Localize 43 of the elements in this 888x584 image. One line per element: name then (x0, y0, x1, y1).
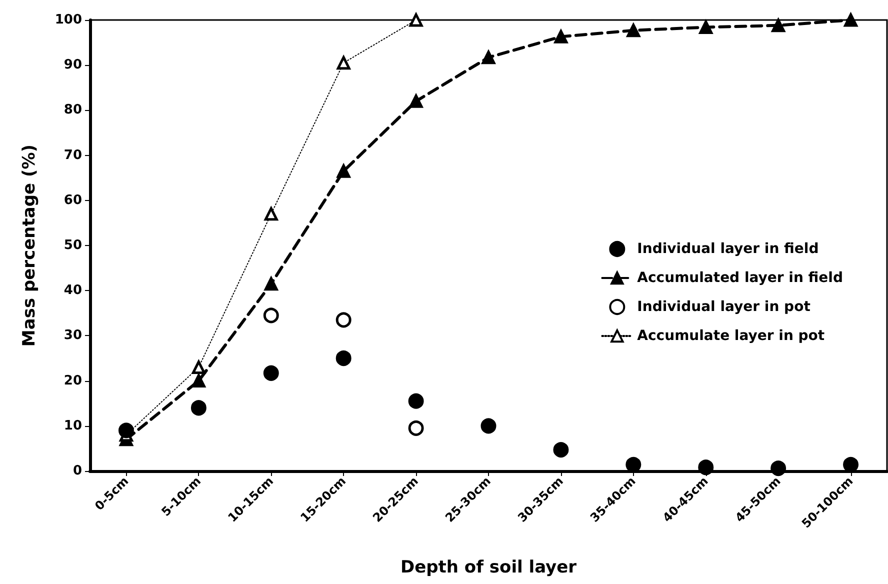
point (770, 460, 786, 476)
legend-label: Individual layer in field (637, 241, 819, 257)
point (482, 50, 496, 64)
point (408, 420, 424, 436)
y-tick-label: 50 (64, 238, 82, 253)
legend-label: Individual layer in pot (637, 299, 811, 315)
legend-label: Accumulate layer in pot (637, 328, 825, 344)
y-tick-label: 70 (64, 148, 82, 163)
point (626, 24, 640, 38)
point (554, 30, 568, 44)
point (409, 94, 423, 108)
point (190, 400, 206, 416)
point (336, 312, 352, 328)
y-tick-label: 40 (64, 283, 82, 298)
point (698, 460, 714, 476)
point (192, 360, 206, 374)
point (192, 374, 206, 388)
y-tick-label: 20 (64, 373, 82, 388)
y-tick-label: 0 (72, 464, 82, 478)
point (263, 308, 279, 324)
point (336, 164, 350, 178)
point (553, 442, 569, 458)
point (336, 56, 350, 70)
point (408, 393, 424, 409)
y-tick-label: 90 (64, 58, 82, 73)
x-axis-title: Depth of soil layer (400, 558, 578, 578)
point (263, 365, 279, 381)
point (409, 13, 423, 27)
point (264, 277, 278, 291)
point (699, 20, 713, 34)
legend-label: Accumulated layer in field (637, 270, 844, 286)
y-tick-label: 80 (64, 102, 82, 118)
point (336, 350, 352, 366)
y-tick-label: 30 (64, 328, 82, 344)
y-tick-label: 60 (64, 192, 82, 208)
point (118, 422, 134, 438)
y-axis-title: Mass percentage (%) (20, 144, 40, 347)
y-tick-label: 10 (64, 418, 82, 434)
point (844, 13, 858, 27)
point (772, 18, 786, 32)
point (264, 207, 278, 221)
point (480, 418, 496, 434)
y-tick-label: 100 (54, 12, 82, 28)
